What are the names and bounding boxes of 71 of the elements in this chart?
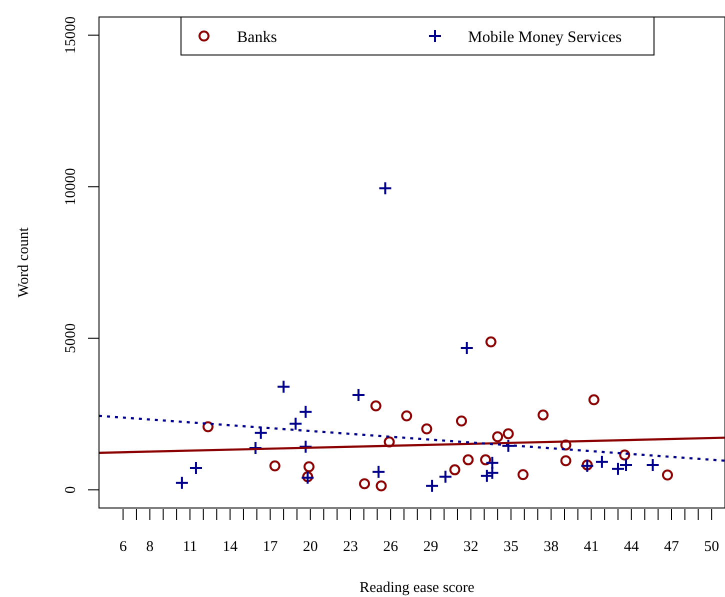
x-tick-label: 23 [342, 539, 358, 555]
point [485, 336, 496, 348]
point [580, 458, 594, 473]
point [492, 431, 504, 442]
x-tick-label: 32 [463, 539, 478, 555]
point [298, 440, 313, 454]
x-tick-label: 50 [704, 539, 720, 555]
y-axis-title: Word count [16, 226, 32, 298]
point [480, 454, 492, 466]
point [582, 459, 593, 470]
point [276, 380, 291, 394]
point [646, 458, 660, 472]
point [538, 409, 549, 420]
point [460, 340, 474, 355]
point [188, 460, 203, 475]
point [588, 394, 600, 406]
point [485, 456, 500, 470]
x-axis-title: Reading ease score [360, 580, 475, 596]
y-tick-label: 5000 [63, 323, 79, 354]
point [248, 440, 262, 455]
point [372, 464, 386, 479]
x-tick-label: 41 [584, 539, 599, 555]
legend-label: Mobile Money Services [468, 29, 622, 46]
point [619, 458, 634, 472]
point [594, 454, 609, 469]
point [298, 404, 313, 419]
point [300, 470, 315, 485]
point [560, 439, 572, 450]
point [302, 471, 314, 482]
point [384, 436, 395, 448]
x-tick-label: 47 [664, 539, 680, 555]
y-tick-label: 0 [63, 486, 79, 494]
x-tick-label: 8 [146, 539, 154, 555]
point [202, 421, 214, 432]
point [304, 461, 315, 472]
point [269, 460, 280, 472]
point [619, 449, 630, 460]
x-tick-label: 29 [423, 539, 438, 555]
point [449, 464, 460, 476]
point [351, 388, 366, 402]
point [174, 476, 189, 490]
x-tick-label: 14 [222, 539, 238, 555]
point [462, 454, 474, 466]
point [421, 423, 432, 434]
point [254, 426, 268, 440]
point [662, 469, 673, 480]
x-tick-label: 20 [302, 539, 318, 555]
point [501, 438, 516, 453]
x-tick-label: 44 [624, 539, 640, 555]
x-tick-label: 17 [262, 539, 278, 555]
point [560, 455, 572, 466]
point [376, 480, 387, 492]
x-tick-label: 6 [119, 539, 128, 555]
x-tick-label: 38 [544, 539, 559, 555]
point [425, 478, 440, 493]
point [288, 416, 303, 431]
x-tick-label: 35 [503, 539, 518, 555]
legend-label: Banks [237, 29, 277, 46]
x-tick-label: 11 [182, 539, 198, 555]
point [518, 469, 529, 480]
x-tick-label: 26 [383, 539, 399, 555]
point [610, 462, 625, 476]
y-tick-label: 15000 [63, 16, 79, 54]
point [359, 478, 370, 490]
point [456, 416, 467, 427]
y-tick-label: 10000 [63, 168, 79, 206]
point [438, 470, 452, 484]
point [370, 400, 382, 412]
point [378, 181, 392, 196]
point [401, 410, 412, 422]
point [502, 428, 514, 440]
